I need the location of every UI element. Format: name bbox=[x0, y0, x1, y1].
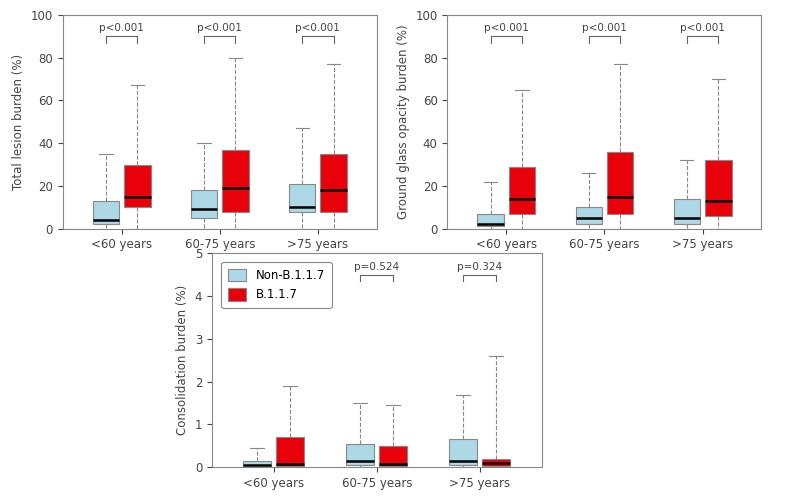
Text: p<0.001: p<0.001 bbox=[251, 261, 296, 272]
PathPatch shape bbox=[276, 437, 304, 466]
Text: p<0.001: p<0.001 bbox=[484, 23, 529, 33]
Legend: Non-B.1.1.7, B.1.1.7: Non-B.1.1.7, B.1.1.7 bbox=[221, 261, 332, 308]
PathPatch shape bbox=[320, 154, 347, 212]
PathPatch shape bbox=[575, 207, 602, 224]
PathPatch shape bbox=[450, 439, 477, 465]
PathPatch shape bbox=[705, 160, 732, 216]
PathPatch shape bbox=[93, 201, 119, 224]
PathPatch shape bbox=[483, 459, 510, 466]
PathPatch shape bbox=[674, 199, 700, 224]
Y-axis label: Ground glass opacity burden (%): Ground glass opacity burden (%) bbox=[397, 24, 410, 219]
PathPatch shape bbox=[477, 214, 504, 227]
PathPatch shape bbox=[243, 461, 271, 467]
Y-axis label: Consolidation burden (%): Consolidation burden (%) bbox=[176, 285, 189, 435]
PathPatch shape bbox=[191, 190, 217, 218]
Y-axis label: Total lesion burden (%): Total lesion burden (%) bbox=[13, 54, 25, 190]
Text: p<0.001: p<0.001 bbox=[99, 23, 144, 33]
PathPatch shape bbox=[379, 446, 407, 466]
PathPatch shape bbox=[289, 184, 316, 212]
PathPatch shape bbox=[124, 165, 151, 207]
Text: p=0.524: p=0.524 bbox=[354, 261, 400, 272]
Text: p<0.001: p<0.001 bbox=[680, 23, 725, 33]
Text: p<0.001: p<0.001 bbox=[582, 23, 627, 33]
PathPatch shape bbox=[509, 166, 535, 214]
PathPatch shape bbox=[222, 150, 249, 212]
PathPatch shape bbox=[346, 444, 374, 465]
Text: p<0.001: p<0.001 bbox=[295, 23, 341, 33]
Text: p<0.001: p<0.001 bbox=[197, 23, 243, 33]
PathPatch shape bbox=[607, 152, 633, 214]
Text: p=0.324: p=0.324 bbox=[458, 261, 502, 272]
